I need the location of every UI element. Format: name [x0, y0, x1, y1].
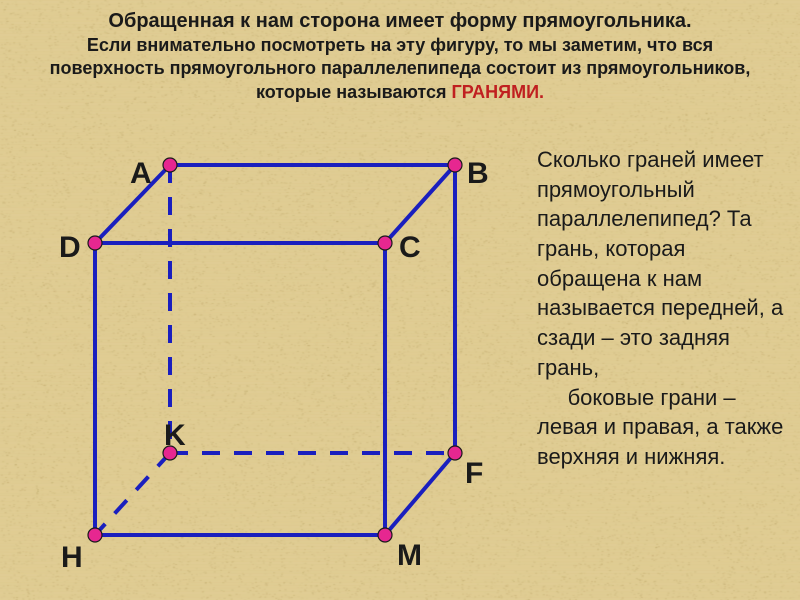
vertex-H [88, 528, 102, 542]
vertex-M [378, 528, 392, 542]
vertex-F [448, 446, 462, 460]
vertex-B [448, 158, 462, 172]
vertex-D [88, 236, 102, 250]
title-line2: Если внимательно посмотреть на эту фигур… [30, 34, 770, 104]
title-block: Обращенная к нам сторона имеет форму пря… [30, 8, 770, 104]
title-line1: Обращенная к нам сторона имеет форму пря… [30, 8, 770, 34]
title-line2-pre: Если внимательно посмотреть на эту фигур… [50, 35, 751, 102]
title-highlight: ГРАНЯМИ. [452, 82, 545, 102]
vertex-label-F: F [465, 457, 483, 491]
vertex-label-M: M [397, 539, 422, 573]
vertex-label-K: K [164, 419, 186, 453]
vertex-label-B: B [467, 157, 489, 191]
vertex-label-D: D [59, 231, 81, 265]
vertex-label-A: A [130, 157, 152, 191]
side-paragraph: Сколько граней имеет прямоугольный парал… [537, 145, 795, 472]
vertex-C [378, 236, 392, 250]
slide-content: Обращенная к нам сторона имеет форму пря… [0, 0, 800, 600]
vertex-label-H: H [61, 541, 83, 575]
vertex-A [163, 158, 177, 172]
parallelepiped-svg [65, 155, 510, 575]
edge-dashed-K-H [95, 453, 170, 535]
vertex-label-C: C [399, 231, 421, 265]
parallelepiped-diagram: ABDCKFHM [65, 155, 510, 575]
edge-M-F [385, 453, 455, 535]
